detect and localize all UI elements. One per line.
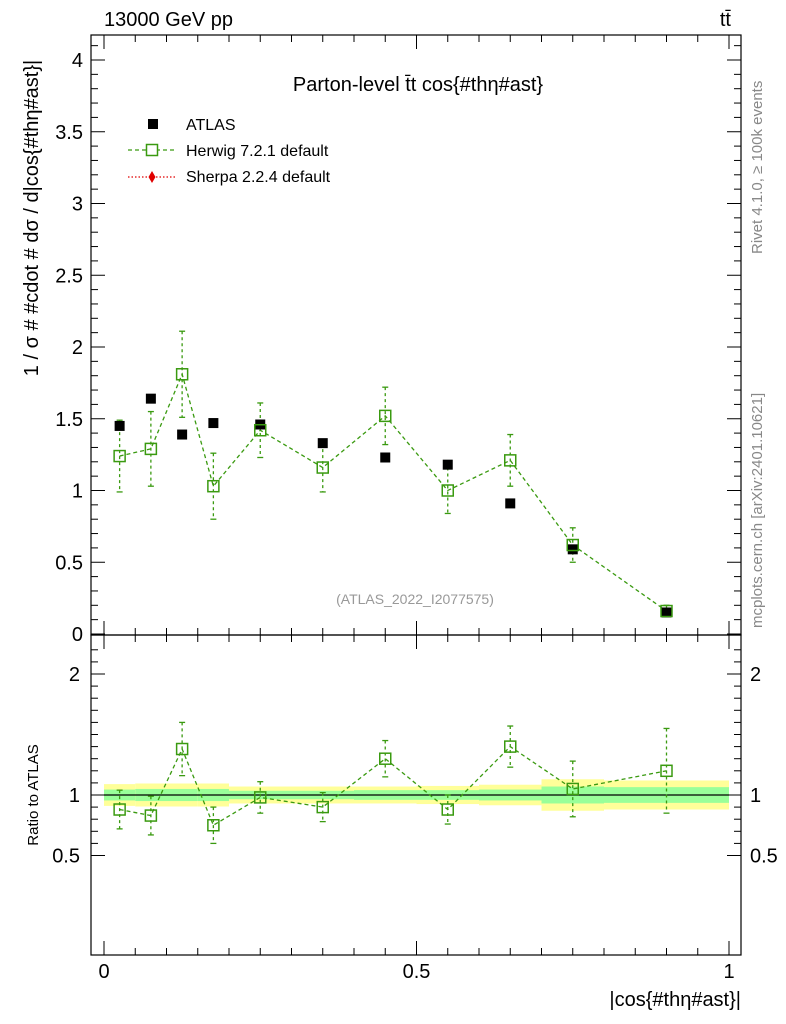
main-panel: 0 0.5 1 1.5 2 2.5 3 3.5 4 Parton-level t̄t cos{#…: [21, 34, 742, 646]
ratio-ylabel: Ratio to ATLAS: [25, 744, 42, 845]
main-ytick-label: 1.5: [55, 409, 83, 431]
ratio-ytick-label-right: 0.5: [750, 846, 778, 868]
ratio-herwig-point: [441, 803, 454, 816]
atlas-point: [208, 418, 219, 429]
ratio-ytick-label-right: 1: [750, 785, 761, 807]
main-ytick-label: 3.5: [55, 122, 83, 144]
ratio-herwig-point: [660, 764, 673, 778]
atlas-point: [177, 429, 188, 440]
legend-sherpa-marker: [148, 171, 156, 183]
ratio-ytick-label-right: 2: [750, 664, 761, 686]
x-tick-label: 0: [98, 961, 109, 983]
ratio-ytick-label: 0.5: [52, 846, 80, 868]
legend-herwig-label: Herwig 7.2.1 default: [186, 143, 329, 160]
ratio-ytick-label: 2: [69, 664, 80, 686]
herwig-point: [379, 409, 392, 423]
ratio-herwig-point: [379, 752, 392, 765]
atlas-point: [505, 498, 516, 509]
herwig-point: [316, 461, 329, 474]
herwig-line: [119, 372, 667, 612]
herwig-point: [207, 479, 220, 493]
legend-entry-sherpa: Sherpa 2.2.4 default: [128, 169, 331, 186]
main-ytick-label: 0.5: [55, 552, 83, 574]
herwig-point: [144, 442, 158, 456]
ratio-herwig-point: [144, 809, 158, 822]
atlas-point: [317, 438, 328, 449]
legend-herwig-marker: [145, 143, 159, 157]
ratio-herwig-point: [254, 791, 267, 804]
mcplots-label: mcplots.cern.ch [arXiv:2401.10621]: [749, 393, 766, 628]
ratio-ytick-label: 1: [69, 785, 80, 807]
watermark: (ATLAS_2022_I2077575): [336, 591, 494, 607]
herwig-point: [175, 368, 189, 381]
legend-entry-herwig: Herwig 7.2.1 default: [128, 143, 329, 160]
x-axis-label: |cos{#thη#ast}|: [609, 989, 741, 1011]
x-tick-label: 0.5: [403, 961, 431, 983]
ratio-herwig-point: [113, 803, 126, 816]
ratio-herwig-point: [175, 742, 189, 756]
process-label: tt̄: [720, 9, 732, 31]
herwig-point: [113, 449, 126, 463]
legend-atlas-marker: [148, 119, 158, 129]
ratio-herwig-point: [566, 782, 579, 796]
herwig-point: [504, 454, 517, 467]
herwig-point: [441, 484, 454, 497]
herwig-point: [254, 423, 267, 437]
ratio-herwig-point: [316, 800, 329, 814]
atlas-point: [661, 607, 672, 618]
main-ytick-label: 2: [72, 337, 83, 359]
main-ytick-label: 2.5: [55, 265, 83, 287]
atlas-point: [114, 420, 125, 431]
main-ytick-label: 3: [72, 194, 83, 216]
main-ytick-label: 4: [72, 50, 83, 72]
main-ytick-label: 0: [72, 624, 83, 646]
ratio-herwig-point: [207, 819, 220, 832]
legend-entry-atlas: ATLAS: [148, 117, 236, 134]
ratio-panel: 0.5 0.5 1 1 2 2 0 0.5 1 Ratio to ATLAS |cos{#thη…: [25, 634, 778, 1011]
atlas-point: [567, 544, 578, 555]
ratio-herwig-point: [504, 740, 517, 753]
herwig-point: [660, 604, 673, 618]
ratio-herwig-line: [119, 745, 667, 827]
energy-label: 13000 GeV pp: [104, 9, 233, 31]
legend: ATLAS Herwig 7.2.1 default Sherpa 2.2.4 …: [128, 117, 331, 186]
main-ylabel: 1 / σ # #cdot # dσ / d|cos{#thη#ast}|: [21, 60, 43, 376]
atlas-point: [380, 452, 391, 463]
atlas-point: [442, 459, 453, 470]
herwig-point: [566, 538, 579, 552]
main-ytick-label: 1: [72, 481, 83, 503]
atlas-point: [145, 393, 156, 404]
x-tick-label: 1: [723, 961, 734, 983]
legend-sherpa-label: Sherpa 2.2.4 default: [186, 169, 331, 186]
rivet-label: Rivet 4.1.0, ≥ 100k events: [749, 81, 766, 254]
legend-atlas-label: ATLAS: [186, 117, 236, 134]
main-title: Parton-level t̄t cos{#thη#ast}: [293, 74, 543, 96]
